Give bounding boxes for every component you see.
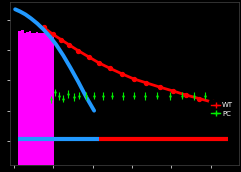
Bar — [38, 33, 40, 165]
Legend: WT, PC: WT, PC — [209, 100, 235, 119]
Point — [120, 72, 124, 75]
Bar — [45, 34, 47, 165]
Point — [97, 61, 101, 64]
Point — [67, 43, 71, 46]
Bar — [50, 36, 54, 165]
Point — [144, 81, 148, 84]
Point — [42, 26, 46, 29]
Bar — [36, 32, 38, 165]
Point — [87, 55, 91, 58]
Bar — [24, 33, 26, 165]
Point — [158, 86, 161, 88]
Point — [171, 90, 175, 92]
Bar — [18, 31, 21, 165]
Point — [59, 38, 63, 41]
Point — [51, 33, 55, 36]
Point — [197, 97, 201, 100]
Bar — [29, 31, 31, 165]
Bar — [31, 34, 33, 165]
Bar — [43, 34, 45, 165]
Bar — [47, 35, 50, 165]
Point — [211, 101, 214, 104]
Bar — [26, 32, 29, 165]
Point — [184, 94, 188, 96]
Bar — [33, 33, 36, 165]
Bar — [40, 33, 43, 165]
Bar — [21, 30, 24, 165]
Point — [223, 104, 227, 107]
Point — [132, 78, 135, 80]
Point — [108, 67, 112, 70]
Point — [76, 49, 80, 52]
